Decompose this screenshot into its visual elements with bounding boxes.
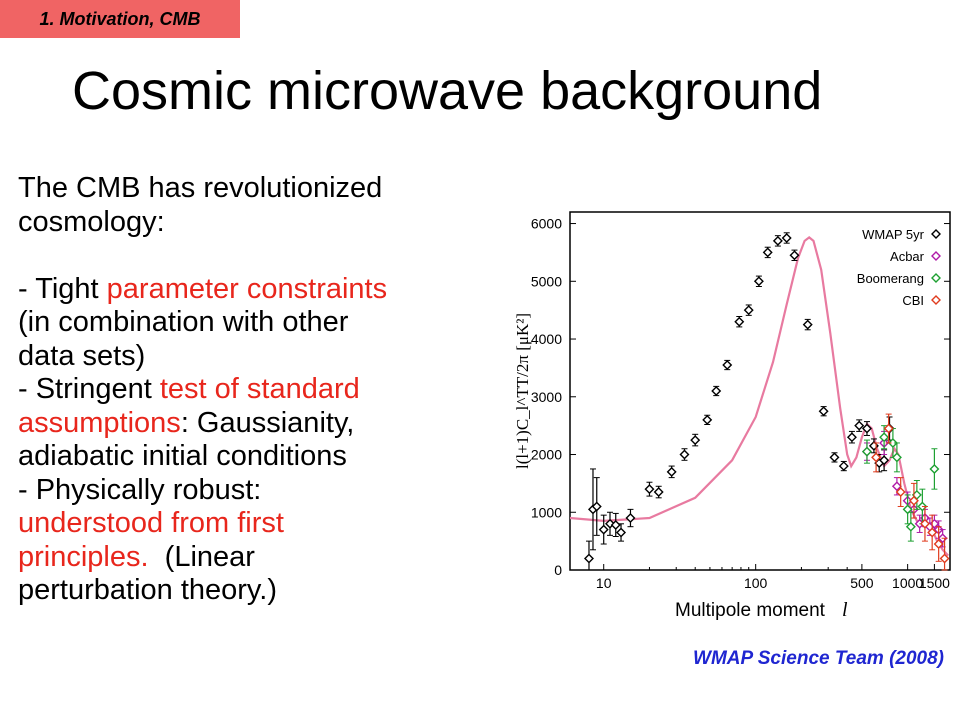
data-point — [591, 501, 602, 512]
text-line: adiabatic initial conditions — [18, 440, 347, 472]
data-point — [895, 487, 906, 498]
data-point — [762, 247, 773, 258]
x-tick-label: 1500 — [919, 575, 950, 591]
data-point — [846, 432, 857, 443]
data-point — [854, 420, 865, 431]
data-point — [802, 319, 813, 330]
legend-marker — [931, 229, 941, 239]
x-tick-label: 10 — [596, 575, 612, 591]
text-line: principles. (Linear — [18, 541, 496, 575]
highlight-text: principles. — [18, 540, 149, 573]
data-point — [679, 449, 690, 460]
data-point — [653, 487, 664, 498]
data-point — [711, 386, 722, 396]
text-span: - Tight — [18, 272, 107, 305]
data-point — [753, 276, 764, 287]
highlight-text: test of standard — [159, 373, 360, 405]
y-tick-label: 6000 — [531, 216, 562, 232]
data-point — [861, 446, 872, 457]
x-tick-label: 100 — [744, 575, 768, 591]
highlight-line: understood from first — [18, 507, 284, 539]
figure-credit: WMAP Science Team (2008) — [693, 648, 944, 669]
plot-frame — [569, 211, 951, 571]
data-point — [734, 316, 745, 327]
data-point — [905, 521, 916, 532]
data-point — [722, 360, 733, 371]
text-line: assumptions: Gaussianity, — [18, 407, 496, 441]
legend-label: Boomerang — [857, 271, 924, 286]
spacer — [18, 239, 496, 273]
y-tick-label: 2000 — [531, 447, 562, 463]
data-point — [743, 305, 754, 316]
data-point — [583, 553, 594, 564]
slide-title: Cosmic microwave background — [72, 61, 823, 121]
data-point — [883, 423, 894, 434]
data-point — [690, 435, 701, 446]
data-point — [861, 423, 872, 434]
data-point — [818, 406, 829, 417]
legend-label: WMAP 5yr — [862, 227, 925, 242]
text-span: (Linear — [148, 540, 255, 573]
text-line: perturbation theory.) — [18, 574, 277, 606]
highlight-text: assumptions — [18, 406, 181, 439]
data-point — [879, 432, 890, 443]
legend-label: Acbar — [890, 249, 925, 264]
data-point — [871, 452, 882, 463]
data-point — [933, 539, 944, 550]
data-point — [702, 414, 713, 425]
data-point — [666, 466, 677, 477]
y-tick-label: 0 — [554, 562, 562, 578]
y-tick-label: 3000 — [531, 389, 562, 405]
text-span: - Stringent — [18, 373, 160, 405]
data-point — [902, 504, 913, 515]
data-point — [887, 437, 898, 448]
data-point — [644, 484, 655, 495]
data-point — [919, 518, 930, 529]
text-span: : Gaussianity, — [180, 406, 355, 439]
data-point — [927, 527, 938, 538]
data-point — [625, 513, 636, 524]
section-tag: 1. Motivation, CMB — [0, 0, 240, 38]
bullet-3-line: - Physically robust: — [18, 473, 262, 506]
legend-marker — [931, 251, 941, 261]
text-line: (in combination with other — [18, 306, 349, 338]
data-point — [772, 235, 783, 246]
y-axis-label: l(l+1)C_l^TT/2π [μK²] — [513, 313, 532, 469]
data-point — [838, 461, 849, 472]
legend-label: CBI — [902, 293, 924, 308]
x-axis-label: Multipole moment — [675, 600, 826, 621]
data-point — [891, 481, 902, 492]
y-tick-label: 1000 — [531, 504, 562, 520]
body-text: The CMB has revolutionized cosmology: - … — [18, 172, 496, 608]
data-point — [789, 250, 800, 261]
data-point — [879, 455, 890, 466]
text-line: cosmology: — [18, 205, 165, 238]
data-point — [939, 553, 950, 564]
x-axis-label-symbol: l — [842, 599, 848, 621]
y-tick-label: 5000 — [531, 273, 562, 289]
x-tick-label: 500 — [850, 575, 874, 591]
data-point — [598, 524, 609, 535]
text-line: data sets) — [18, 339, 146, 372]
data-point — [616, 527, 627, 538]
data-point — [781, 232, 792, 243]
legend-marker — [931, 273, 941, 283]
legend-marker — [931, 295, 941, 305]
text-line: The CMB has revolutionized — [18, 172, 383, 204]
y-tick-label: 4000 — [531, 331, 562, 347]
data-point — [891, 452, 902, 463]
bullet-1-line: - Tight parameter constraints — [18, 273, 496, 307]
data-point — [929, 463, 940, 474]
highlight-text: parameter constraints — [106, 272, 388, 305]
x-tick-label: 1000 — [892, 575, 923, 591]
bullet-2-line: - Stringent test of standard — [18, 373, 496, 407]
data-point — [908, 495, 919, 506]
data-point — [829, 452, 840, 463]
